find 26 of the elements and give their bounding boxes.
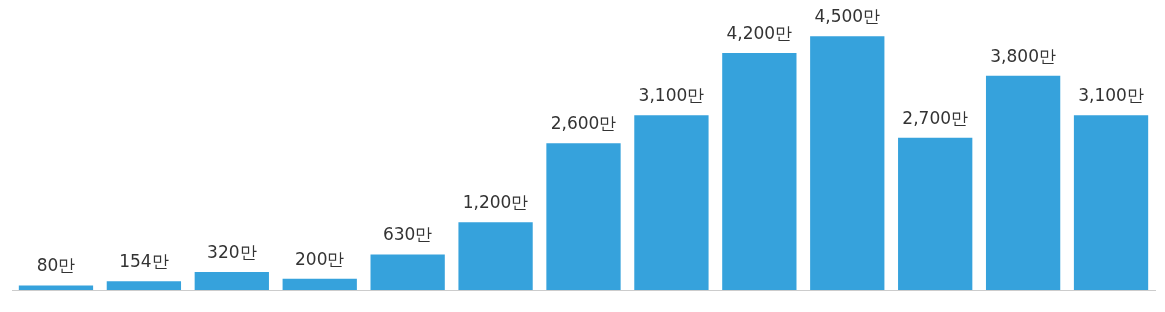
data-label: 80만 — [36, 255, 76, 276]
bar — [546, 143, 621, 290]
data-label: 154만 — [119, 251, 169, 272]
bar — [194, 271, 269, 290]
bar — [722, 53, 797, 290]
data-label: 630만 — [382, 224, 433, 245]
data-label: 3,100만 — [1078, 85, 1144, 106]
bar — [458, 222, 533, 290]
bar — [1073, 115, 1149, 290]
data-label: 1,200만 — [462, 192, 529, 213]
data-label: 3,800만 — [990, 45, 1056, 66]
data-label: 200만 — [295, 248, 345, 269]
bar — [370, 254, 445, 290]
bar — [18, 285, 94, 290]
bar — [106, 281, 182, 290]
data-label: 2,700만 — [902, 107, 969, 128]
bar — [898, 137, 973, 290]
bar — [282, 278, 357, 290]
data-label: 4,500만 — [814, 6, 881, 27]
bar — [985, 75, 1061, 290]
data-label: 2,600만 — [550, 113, 617, 134]
data-label: 320만 — [207, 241, 257, 262]
bar — [810, 36, 885, 290]
data-label: 4,200만 — [726, 23, 793, 44]
data-label: 3,100만 — [638, 85, 705, 106]
bar — [634, 115, 709, 290]
